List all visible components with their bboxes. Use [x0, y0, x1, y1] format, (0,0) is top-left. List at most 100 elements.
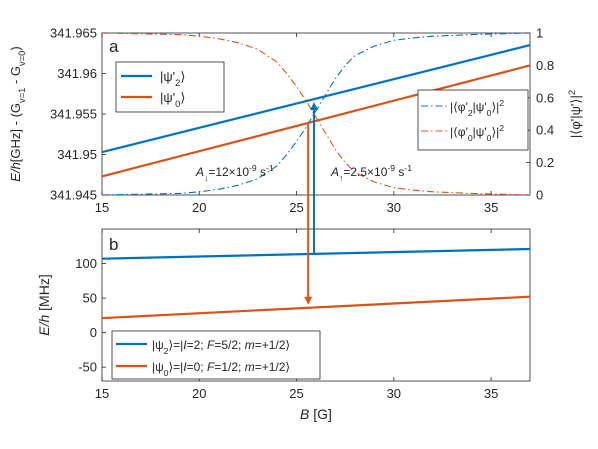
panel-a-legend-label-0: |ψ'2⟩: [160, 69, 185, 88]
panel-a-legend-label-0-part: |ψ': [160, 69, 175, 84]
panel-b-xlabel-part: B: [300, 406, 309, 422]
panel-a-legend-label-3-part: 2: [499, 123, 504, 133]
annotation-a-up-part: ↑: [339, 173, 343, 183]
panel-b-legend-label-0-part: =2;: [187, 338, 207, 352]
panel-a-legend-label-2-part: |ψ': [473, 100, 487, 114]
panel-a-legend-label-0-part: 2: [175, 78, 180, 88]
panel-b-legend-label-0-part: 2: [164, 346, 169, 356]
panel-b-legend-label-0-part: I: [183, 338, 187, 352]
panel-b-legend-label-0-part: |ψ: [152, 338, 164, 352]
panel-a-y2-tick-label: 0.4: [536, 123, 554, 138]
panel-a-ylabel-part: v=1: [17, 88, 27, 103]
panel-a-y-tick-label: 341.955: [50, 107, 97, 122]
panel-a-legend-label-1: |ψ'0⟩: [160, 90, 185, 109]
panel-a-legend-label-1-part: ⟩: [180, 90, 185, 105]
panel-b-ylabel: E/h [MHz]: [36, 274, 52, 335]
panel-a-y2-tick-label: 1: [536, 26, 543, 41]
annotation-a-down-part: s: [257, 165, 266, 179]
panel-a-y2label-part: |⟨φ'|ψ'⟩|: [568, 95, 583, 138]
panel-a-y-tick-label: 341.95: [57, 147, 97, 162]
panel-a-legend-label-0-part: ⟩: [180, 69, 185, 84]
panel-b-letter: b: [109, 235, 118, 254]
panel-b-series-1: [102, 295, 530, 320]
panel-b-y-tick-label: 50: [83, 291, 97, 306]
panel-a-legend-label-3-part: 0: [487, 133, 492, 143]
panel-a-ylabel-part: [GHz] - (G: [8, 103, 23, 162]
panel-b-legend-label-0-part: ⟩=|: [168, 338, 183, 352]
panel-a-x-tick-label: 20: [192, 200, 206, 215]
annotation-a-down-part: -9: [249, 163, 257, 173]
annotation-a-down-part: =12×10: [208, 165, 249, 179]
panel-a-series-2: [102, 33, 530, 195]
panel-b-y-tick-label: -50: [78, 360, 97, 375]
panel-a-legend-left: [115, 61, 225, 113]
panel-b-ylabel-part: E/h: [36, 315, 52, 336]
panel-a-legend-label-3-part: ⟩|: [491, 125, 499, 139]
panel-b-y-tick-label: 100: [75, 256, 97, 271]
panel-a-series-3: [102, 33, 530, 195]
panel-a-legend-label-2-part: 2: [499, 98, 504, 108]
panel-a-y2-tick-label: 0.6: [536, 90, 554, 105]
panel-a-ylabel: E/h[GHz] - (Gv=1 - Gv=0): [8, 46, 27, 181]
panel-b-legend-label-0-part: m: [245, 338, 255, 352]
panel-b-legend: [111, 330, 321, 380]
annotation-a-up-part: -1: [404, 163, 412, 173]
panel-a-legend-right: [417, 89, 529, 151]
panel-b-x-tick-label: 15: [95, 386, 109, 401]
panel-a-y-tick-label: 341.965: [50, 26, 97, 41]
annotation-a-up-part: -9: [387, 163, 395, 173]
panel-b-legend-label-1: |ψ0⟩=|I=0; F=1/2; m=+1/2⟩: [152, 360, 290, 378]
annotation-a-up-part: =2.5×10: [343, 165, 387, 179]
panel-a-x-tick-label: 15: [95, 200, 109, 215]
panel-b-x-tick-label: 30: [387, 386, 401, 401]
panel-b-xlabel: B [G]: [300, 406, 332, 422]
panel-b-legend-label-0-part: =5/2;: [214, 338, 244, 352]
panel-a-y-tick-label: 341.96: [57, 66, 97, 81]
panel-b-legend-label-1-part: 0: [164, 368, 169, 378]
panel-a-legend-label-2-part: |⟨φ': [450, 100, 468, 114]
panel-b-x-tick-label: 25: [289, 386, 303, 401]
panel-a-ylabel-part: v=0: [17, 51, 27, 66]
panel-a-y2label-part: 2: [567, 90, 577, 95]
panel-a-series-0: [102, 44, 530, 154]
annotation-a-up-part: s: [395, 165, 404, 179]
panel-a-y2-tick-label: 0.2: [536, 155, 554, 170]
panel-b-y-tick-label: 0: [90, 325, 97, 340]
annotation-a-down: A↓=12×10-9 s-1: [195, 163, 274, 183]
panel-b-legend-label-1-part: m: [245, 360, 255, 374]
panel-a-ylabel-part: - G: [8, 66, 23, 88]
panel-b-legend-label-1-part: =+1/2⟩: [255, 360, 290, 374]
panel-a-legend-label-2-part: 0: [487, 108, 492, 118]
panel-b-legend-label-0-part: =+1/2⟩: [255, 338, 290, 352]
panel-a-x-tick-label: 35: [484, 200, 498, 215]
panel-a-legend-label-3-part: |⟨φ': [450, 125, 468, 139]
panel-b-legend-label-0: |ψ2⟩=|I=2; F=5/2; m=+1/2⟩: [152, 338, 290, 356]
panel-b-x-tick-label: 35: [484, 386, 498, 401]
panel-b-series-0: [102, 247, 530, 260]
panel-a-x-tick-label: 30: [387, 200, 401, 215]
panel-a-legend-label-3-part: 0: [468, 133, 473, 143]
annotation-a-down-part: -1: [266, 163, 274, 173]
panel-b-legend-label-1-part: =1/2;: [214, 360, 244, 374]
panel-b-legend-label-1-part: F: [207, 360, 215, 374]
panel-b-x-tick-label: 20: [192, 386, 206, 401]
panel-a-y-tick-label: 341.945: [50, 188, 97, 203]
panel-b-legend-label-1-part: =0;: [187, 360, 207, 374]
annotation-a-down-part: A: [195, 165, 204, 179]
panel-a-legend-label-3-part: |ψ': [473, 125, 487, 139]
panel-b-legend-label-0-part: F: [207, 338, 215, 352]
panel-a-legend-label-1-part: 0: [175, 99, 180, 109]
panel-b-legend-label-1-part: ⟩=|: [168, 360, 183, 374]
panel-a-legend-label-1-part: |ψ': [160, 90, 175, 105]
transition-arrowhead-1: [304, 296, 313, 305]
panel-a-letter: a: [109, 37, 119, 56]
panel-a-ylabel-part: ): [8, 46, 23, 50]
panel-a-y2-tick-label: 0.8: [536, 58, 554, 73]
panel-a-legend-label-3: |⟨φ'0|ψ'0⟩|2: [450, 123, 504, 143]
panel-b-legend-label-1-part: |ψ: [152, 360, 164, 374]
panel-a-ylabel-part: E/h: [8, 162, 23, 182]
panel-a-x-tick-label: 25: [289, 200, 303, 215]
panel-b-legend-label-1-part: I: [183, 360, 187, 374]
panel-a-legend-label-2: |⟨φ'2|ψ'0⟩|2: [450, 98, 504, 118]
